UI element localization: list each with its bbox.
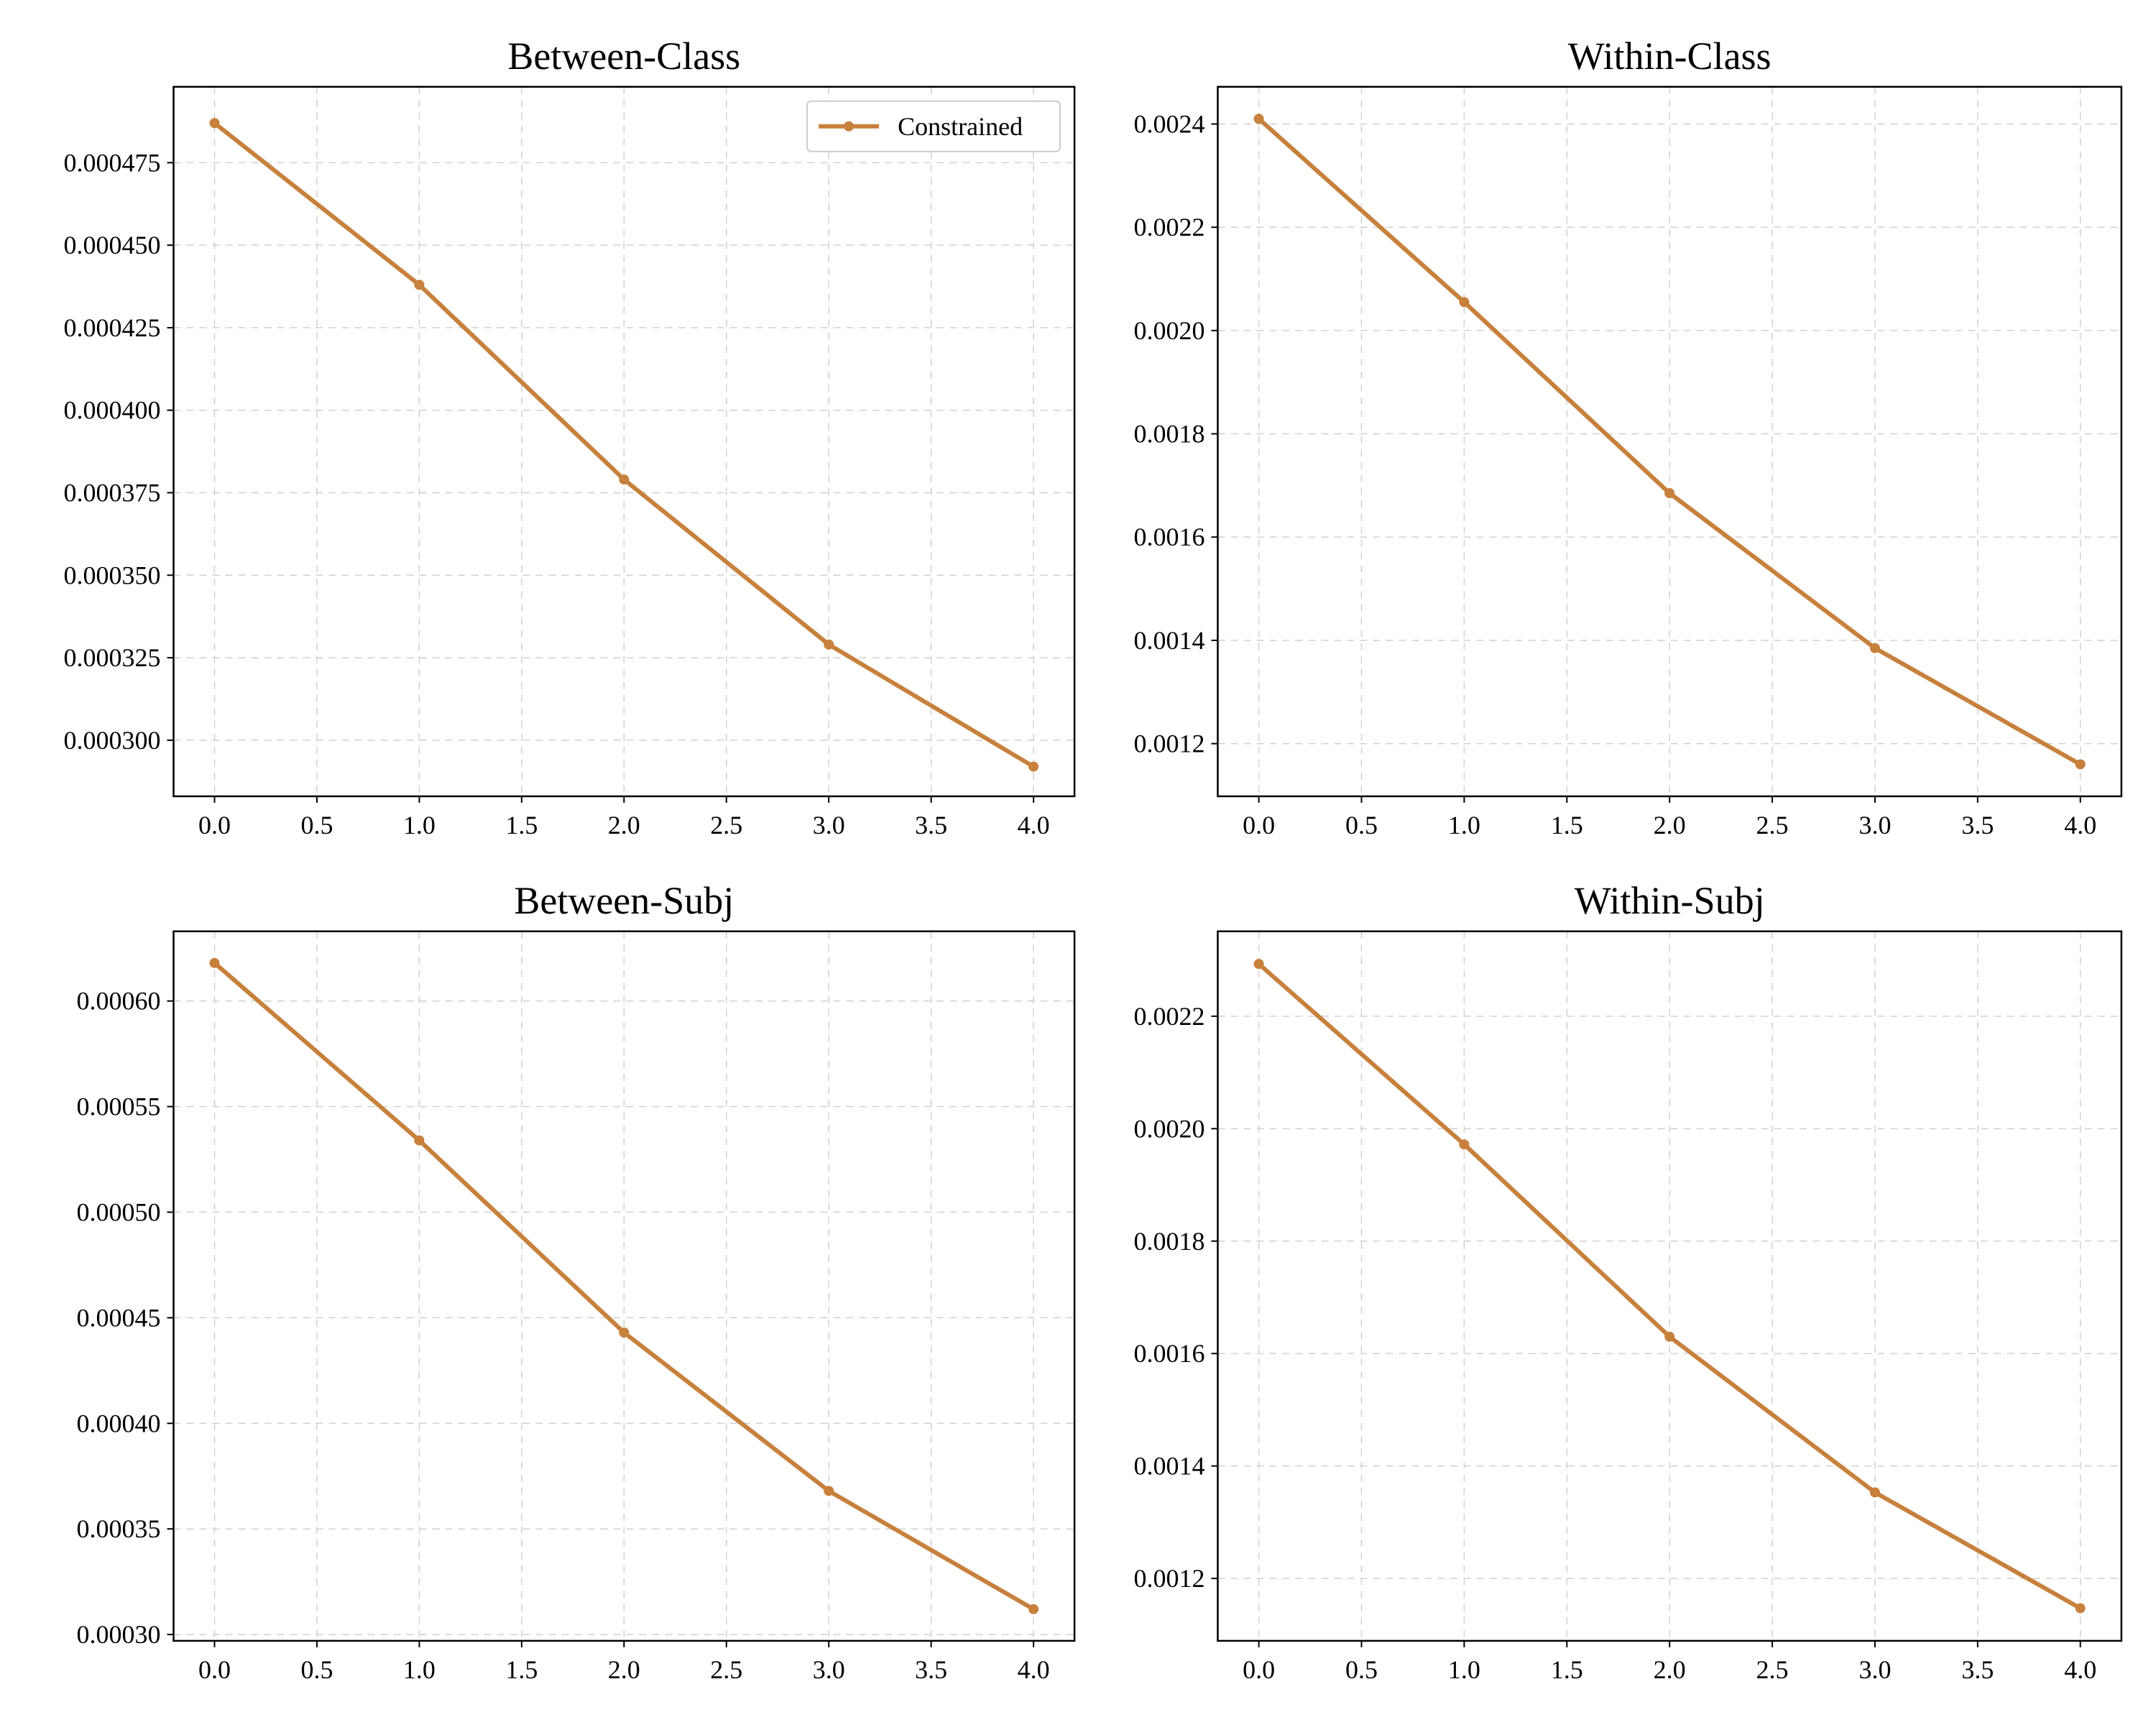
data-point	[1459, 1139, 1470, 1150]
data-point	[414, 280, 425, 290]
y-tick-label: 0.0014	[1133, 1452, 1204, 1481]
data-point	[1869, 1487, 1880, 1498]
x-tick-label: 0.0	[1243, 1655, 1275, 1684]
y-tick-label: 0.000350	[64, 561, 161, 589]
x-tick-label: 2.0	[1654, 811, 1686, 840]
y-tick-label: 0.0018	[1133, 420, 1204, 448]
x-tick-label: 0.5	[1345, 811, 1378, 840]
y-tick-label: 0.0020	[1133, 316, 1204, 345]
x-tick-label: 3.5	[1961, 1655, 1994, 1684]
data-point	[619, 474, 630, 485]
x-tick-label: 2.0	[608, 1655, 640, 1684]
y-tick-label: 0.0022	[1133, 213, 1204, 242]
data-point	[1869, 643, 1880, 653]
data-point	[414, 1135, 425, 1146]
data-point	[1253, 959, 1264, 970]
data-point	[824, 1486, 834, 1496]
y-tick-label: 0.000425	[64, 313, 161, 342]
y-tick-label: 0.000375	[64, 479, 161, 507]
x-tick-label: 1.5	[1551, 1655, 1583, 1684]
data-point	[1664, 1331, 1675, 1342]
y-tick-label: 0.000450	[64, 231, 161, 259]
y-tick-label: 0.0022	[1133, 1002, 1204, 1031]
chart-title: Within-Class	[1568, 34, 1772, 78]
x-tick-label: 3.0	[1858, 811, 1891, 840]
x-tick-label: 2.5	[710, 1655, 742, 1684]
panel-between-subj: 0.0 0.5 1.0 1.5 2.0 2.5 3.0 3.5 4.0 0.00030 0.0003…	[77, 879, 1076, 1684]
y-tick-label: 0.000475	[64, 148, 161, 177]
y-tick-label: 0.00050	[77, 1198, 161, 1227]
data-point	[209, 118, 220, 129]
data-point	[1028, 761, 1039, 772]
x-tick-label: 3.5	[915, 1655, 947, 1684]
x-tick-label: 2.5	[1756, 811, 1789, 840]
x-tick-label: 4.0	[1018, 1655, 1050, 1684]
panel-between-class: 0.0 0.5 1.0 1.5 2.0 2.5 3.0 3.5 4.0 0.000300 0.000…	[64, 34, 1076, 840]
x-tick-label: 1.5	[505, 811, 538, 840]
data-point	[1459, 297, 1470, 308]
x-tick-label: 1.0	[403, 811, 436, 840]
y-tick-label: 0.00040	[77, 1409, 161, 1438]
legend-box	[806, 100, 1061, 152]
data-point	[619, 1327, 630, 1338]
x-tick-label: 4.0	[1018, 811, 1050, 840]
x-tick-label: 2.0	[608, 811, 640, 840]
data-point	[209, 957, 220, 968]
y-tick-label: 0.0012	[1133, 730, 1204, 758]
x-tick-label: 0.5	[300, 811, 333, 840]
data-point	[1253, 114, 1264, 124]
data-point	[1028, 1604, 1039, 1614]
y-tick-label: 0.000300	[64, 726, 161, 755]
x-tick-label: 1.5	[505, 1655, 538, 1684]
y-tick-label: 0.0018	[1133, 1227, 1204, 1256]
data-point	[824, 639, 834, 650]
x-tick-label: 1.0	[1448, 811, 1480, 840]
x-tick-label: 3.5	[915, 811, 947, 840]
chart-title: Between-Class	[507, 34, 740, 78]
x-tick-label: 1.0	[1448, 1655, 1480, 1684]
y-tick-label: 0.0012	[1133, 1564, 1204, 1593]
x-tick-label: 0.0	[198, 1655, 231, 1684]
y-tick-label: 0.0016	[1133, 1339, 1204, 1368]
y-tick-label: 0.00045	[77, 1303, 161, 1332]
data-point	[2075, 1603, 2086, 1614]
legend: Constrained	[806, 100, 1061, 152]
x-tick-label: 3.0	[1858, 1655, 1891, 1684]
x-tick-label: 1.0	[403, 1655, 436, 1684]
x-tick-label: 0.5	[1345, 1655, 1378, 1684]
data-point	[1664, 488, 1675, 499]
y-tick-label: 0.0014	[1133, 626, 1204, 655]
chart-title: Between-Subj	[514, 879, 734, 922]
x-tick-label: 2.5	[710, 811, 742, 840]
x-tick-label: 4.0	[2064, 811, 2096, 840]
y-tick-label: 0.000325	[64, 643, 161, 672]
y-tick-label: 0.00060	[77, 987, 161, 1016]
data-point	[2075, 759, 2086, 770]
x-tick-label: 3.5	[1961, 811, 1994, 840]
y-tick-label: 0.0020	[1133, 1114, 1204, 1143]
y-tick-label: 0.0024	[1133, 109, 1204, 138]
x-tick-label: 2.5	[1756, 1655, 1789, 1684]
x-tick-label: 4.0	[2064, 1655, 2096, 1684]
x-tick-label: 3.0	[813, 811, 845, 840]
y-tick-label: 0.00030	[77, 1620, 161, 1649]
y-tick-label: 0.00055	[77, 1092, 161, 1121]
legend-marker	[844, 121, 854, 132]
legend-label: Constrained	[898, 112, 1023, 141]
x-tick-label: 0.5	[300, 1655, 333, 1684]
x-tick-label: 0.0	[1243, 811, 1275, 840]
panel-within-subj: 0.0 0.5 1.0 1.5 2.0 2.5 3.0 3.5 4.0 0.0012 0.0014 0…	[1133, 879, 2123, 1684]
y-tick-label: 0.00035	[77, 1514, 161, 1543]
x-tick-label: 0.0	[198, 811, 231, 840]
y-tick-label: 0.000400	[64, 396, 161, 425]
x-tick-label: 2.0	[1654, 1655, 1686, 1684]
y-tick-label: 0.0016	[1133, 523, 1204, 551]
panel-within-class: 0.0 0.5 1.0 1.5 2.0 2.5 3.0 3.5 4.0 0.0012 0.0014 0…	[1133, 34, 2123, 840]
chart-title: Within-Subj	[1575, 879, 1765, 922]
x-tick-label: 3.0	[813, 1655, 845, 1684]
x-tick-label: 1.5	[1551, 811, 1583, 840]
